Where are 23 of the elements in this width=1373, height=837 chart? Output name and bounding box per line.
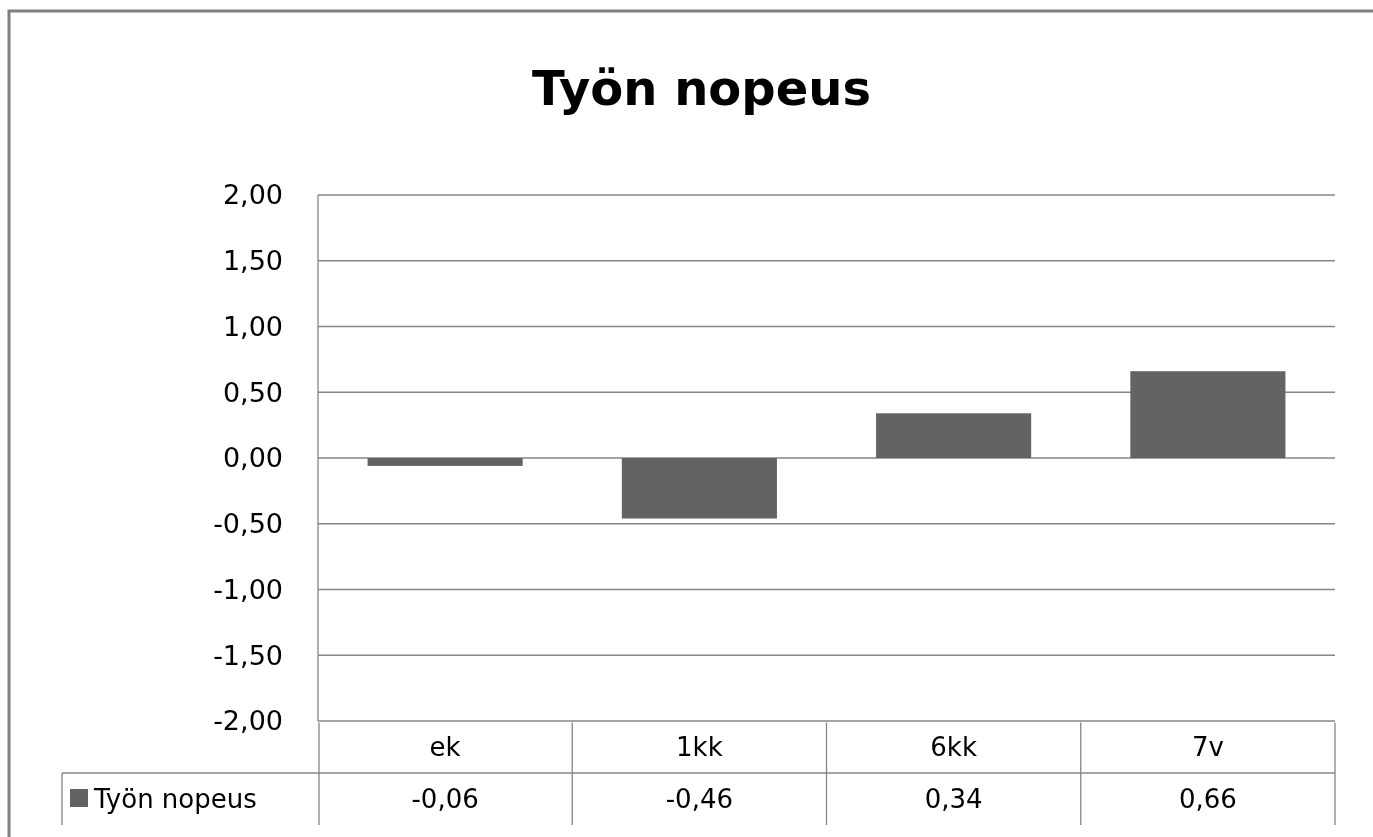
x-tick-label: 6kk [930, 732, 977, 762]
bar [621, 458, 777, 519]
y-tick-label: 1,50 [222, 245, 283, 277]
y-tick-label: 1,00 [222, 310, 283, 342]
bar [876, 413, 1032, 458]
data-label: 0,34 [924, 784, 983, 814]
bar [367, 458, 523, 466]
x-tick-label: ek [429, 732, 461, 762]
y-tick-label: -1,00 [213, 573, 283, 605]
x-tick-label: 1kk [676, 732, 723, 762]
legend-label: Työn nopeus [93, 784, 257, 814]
y-tick-label: 0,00 [222, 442, 283, 474]
data-label: -0,46 [665, 784, 734, 814]
chart-title: Työn nopeus [532, 60, 871, 116]
y-tick-label: 2,00 [222, 179, 283, 211]
data-label: 0,66 [1178, 784, 1237, 814]
y-tick-label: -2,00 [213, 705, 283, 737]
y-tick-label: -0,50 [213, 508, 283, 540]
y-tick-label: -1,50 [213, 639, 283, 671]
x-tick-label: 7v [1191, 732, 1224, 762]
y-tick-label: 0,50 [222, 376, 283, 408]
bar [1130, 371, 1286, 458]
data-label: -0,06 [411, 784, 479, 814]
